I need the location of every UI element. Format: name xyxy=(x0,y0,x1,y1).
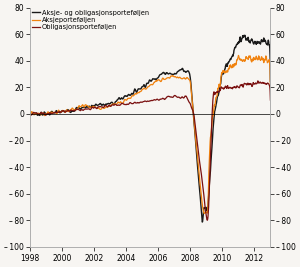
Obligasjonsporteføljen xyxy=(168,95,171,98)
Obligasjonsporteføljen xyxy=(256,79,260,83)
Aksje- og obligasjonsporteføljen xyxy=(181,68,185,71)
Aksje- og obligasjonsporteføljen xyxy=(28,112,31,115)
Aksjeporteføljen xyxy=(181,77,185,80)
Aksje- og obligasjonsporteføljen xyxy=(43,110,46,113)
Aksje- og obligasjonsporteføljen xyxy=(174,72,178,76)
Obligasjonsporteføljen xyxy=(206,219,209,222)
Aksjeporteføljen xyxy=(268,85,272,88)
Aksje- og obligasjonsporteføljen xyxy=(243,34,247,37)
Aksjeporteføljen xyxy=(211,116,214,119)
Line: Aksje- og obligasjonsporteføljen: Aksje- og obligasjonsporteføljen xyxy=(30,35,270,222)
Aksje- og obligasjonsporteføljen xyxy=(168,72,171,75)
Obligasjonsporteføljen xyxy=(268,99,272,102)
Obligasjonsporteføljen xyxy=(181,96,185,99)
Legend: Aksje- og obligasjonsporteføljen, Aksjeporteføljen, Obligasjonsporteføljen: Aksje- og obligasjonsporteføljen, Aksjep… xyxy=(31,9,150,31)
Aksje- og obligasjonsporteføljen xyxy=(200,221,204,224)
Obligasjonsporteføljen xyxy=(43,112,46,115)
Aksje- og obligasjonsporteføljen xyxy=(236,43,239,46)
Aksjeporteføljen xyxy=(236,58,239,61)
Obligasjonsporteføljen xyxy=(236,85,239,88)
Aksje- og obligasjonsporteføljen xyxy=(268,80,272,83)
Aksjeporteføljen xyxy=(168,77,171,80)
Line: Aksjeporteføljen: Aksjeporteføljen xyxy=(30,56,270,213)
Line: Obligasjonsporteføljen: Obligasjonsporteføljen xyxy=(30,81,270,220)
Aksje- og obligasjonsporteføljen xyxy=(211,136,214,139)
Aksjeporteføljen xyxy=(43,114,46,117)
Aksjeporteføljen xyxy=(202,212,206,215)
Aksjeporteføljen xyxy=(174,75,178,78)
Aksjeporteføljen xyxy=(28,113,31,116)
Aksjeporteføljen xyxy=(237,54,240,57)
Obligasjonsporteføljen xyxy=(28,113,31,116)
Obligasjonsporteføljen xyxy=(174,95,178,98)
Obligasjonsporteføljen xyxy=(211,104,214,107)
